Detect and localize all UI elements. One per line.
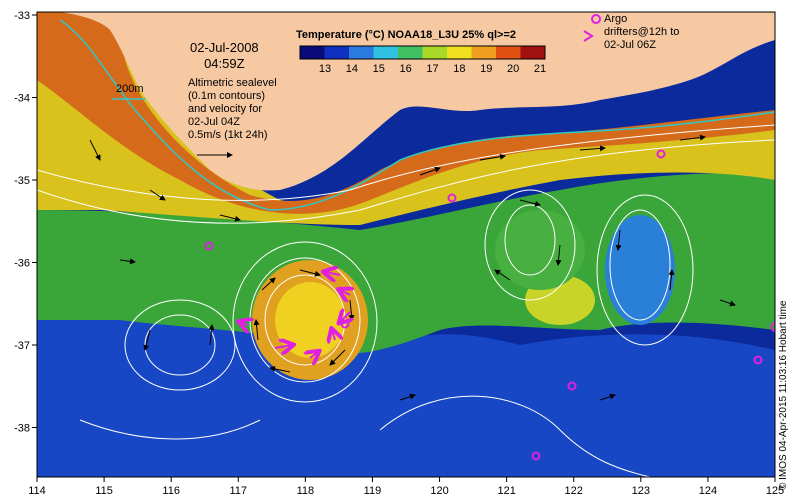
colorbar-tick-label: 14 bbox=[345, 63, 358, 75]
y-tick-label: -38 bbox=[14, 423, 30, 435]
colorbar-tick-label: 21 bbox=[533, 63, 547, 75]
colorbar-title: Temperature (°C) NOAA18_L3U 25% ql>=2 bbox=[296, 29, 516, 41]
x-tick-label: 122 bbox=[565, 485, 583, 497]
colorbar-segment bbox=[324, 46, 350, 59]
y-tick-label: -33 bbox=[14, 10, 30, 22]
y-tick-label: -35 bbox=[14, 175, 30, 187]
x-tick-label: 118 bbox=[297, 485, 315, 497]
y-tick-label: -34 bbox=[14, 93, 30, 105]
temperature-colorbar bbox=[299, 45, 546, 60]
altimetry-legend: Altimetric sealevel (0.1m contours) and … bbox=[188, 77, 277, 141]
argo-legend-circle bbox=[591, 14, 601, 24]
argo-legend-track-icon bbox=[583, 30, 594, 42]
colorbar-segment bbox=[447, 46, 472, 59]
colorbar-tick-label: 16 bbox=[399, 63, 412, 75]
colorbar-tick-label: 17 bbox=[426, 63, 439, 75]
argo-drifter-tracks bbox=[240, 272, 350, 358]
colorbar-segment bbox=[471, 46, 497, 59]
colorbar-segment bbox=[496, 46, 521, 59]
colorbar-tick-label: 19 bbox=[480, 63, 493, 75]
colorbar-segment bbox=[349, 46, 374, 59]
x-tick-label: 114 bbox=[28, 485, 46, 497]
latitude-axis: -33 -34 -35 -36 -37 -38 bbox=[14, 10, 37, 435]
colorbar-segment bbox=[300, 46, 325, 59]
imos-credit-text: © IMOS 04-Apr-2015 11:03:16 Hobart time bbox=[778, 300, 789, 491]
time-text: 04:59Z bbox=[204, 56, 245, 71]
velocity-scale-label: 0.5m/s (1kt 24h) bbox=[188, 129, 268, 141]
argo-legend-text: Argo drifters@12h to 02-Jul 06Z bbox=[604, 13, 680, 51]
x-tick-label: 125 bbox=[766, 485, 784, 497]
colorbar-tick-label: 20 bbox=[507, 63, 520, 75]
land-australia bbox=[37, 12, 775, 191]
colorbar-segment bbox=[398, 46, 423, 59]
x-tick-label: 116 bbox=[162, 485, 180, 497]
x-tick-label: 123 bbox=[632, 485, 650, 497]
colorbar-tick-label: 15 bbox=[372, 63, 385, 75]
y-tick-label: -37 bbox=[14, 340, 30, 352]
sea-cool-water bbox=[37, 307, 775, 477]
y-tick-label: -36 bbox=[14, 258, 30, 270]
sealevel-contours bbox=[37, 124, 775, 477]
colorbar-tick-label: 18 bbox=[453, 63, 466, 75]
x-tick-label: 121 bbox=[497, 485, 515, 497]
map-frame bbox=[36, 11, 776, 478]
argo-drifter-positions bbox=[204, 149, 775, 461]
colorbar-segment bbox=[520, 46, 546, 59]
isobath-200m-line bbox=[59, 19, 775, 211]
velocity-vectors bbox=[89, 134, 736, 401]
date-text: 02-Jul-2008 bbox=[190, 40, 259, 55]
longitude-axis: 114 115 116 117 118 119 120 121 122 123 124 125 bbox=[28, 477, 784, 497]
colorbar-tick-label: 13 bbox=[318, 63, 332, 75]
x-tick-label: 115 bbox=[95, 485, 113, 497]
colorbar-segment bbox=[373, 46, 399, 59]
x-tick-label: 119 bbox=[364, 485, 382, 497]
colorbar-segment bbox=[422, 46, 448, 59]
isobath-label: 200m bbox=[116, 83, 144, 95]
colorbar-frame bbox=[299, 45, 546, 60]
x-tick-label: 120 bbox=[430, 485, 448, 497]
x-tick-label: 124 bbox=[699, 485, 717, 497]
cool-eddy bbox=[605, 215, 675, 325]
date-time-label: 02-Jul-2008 04:59Z bbox=[190, 40, 259, 72]
x-tick-label: 117 bbox=[229, 485, 247, 497]
